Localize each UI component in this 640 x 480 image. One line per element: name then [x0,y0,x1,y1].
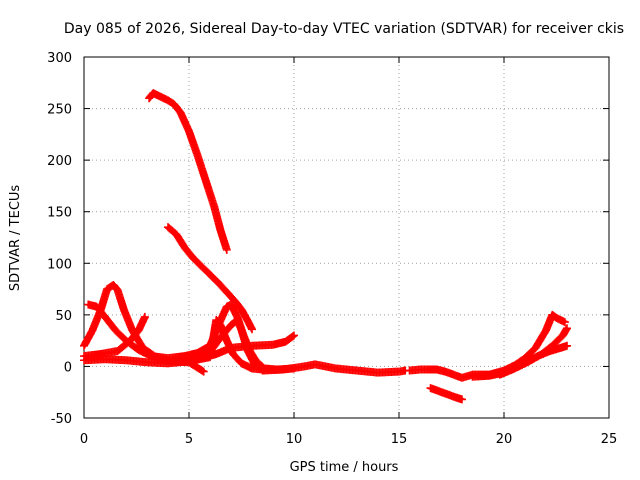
series-1 [145,89,231,254]
data-point [563,324,571,333]
series-9 [258,360,410,377]
series-12 [495,341,571,379]
y-tick-label: 200 [47,154,72,169]
series-13 [426,384,466,404]
series-5 [80,312,149,361]
data-point [563,341,571,350]
series-2 [164,223,256,334]
x-tick-label: 20 [496,432,513,447]
x-tick-label: 25 [601,432,618,447]
x-axis-label: GPS time / hours [290,460,399,475]
y-tick-label: 300 [47,51,72,66]
series-group [80,89,571,404]
data-point [199,367,208,376]
data-point [222,245,231,254]
data-point [560,318,569,327]
x-tick-label: 0 [80,432,88,447]
y-tick-label: 100 [47,257,72,272]
y-tick-label: 150 [47,206,72,221]
y-tick-label: 50 [55,309,72,324]
x-tick-label: 15 [391,432,408,447]
y-axis-label: SDTVAR / TECUs [8,185,23,292]
data-point [290,331,298,340]
chart-title: Day 085 of 2026, Sidereal Day-to-day VTE… [64,21,624,37]
x-tick-label: 5 [185,432,193,447]
y-tick-label: -50 [51,412,72,427]
axis-ticks: 0 5 10 15 20 25 -50 0 50 100 150 200 250 300 [47,51,617,447]
plot-frame [83,56,610,419]
x-tick-label: 10 [286,432,303,447]
series-10 [405,310,569,382]
y-tick-label: 250 [47,103,72,118]
data-point [198,366,207,375]
data-point [288,332,297,341]
y-tick-label: 0 [64,360,72,375]
data-point [140,312,149,321]
data-point [458,395,466,404]
data-point [248,325,256,334]
